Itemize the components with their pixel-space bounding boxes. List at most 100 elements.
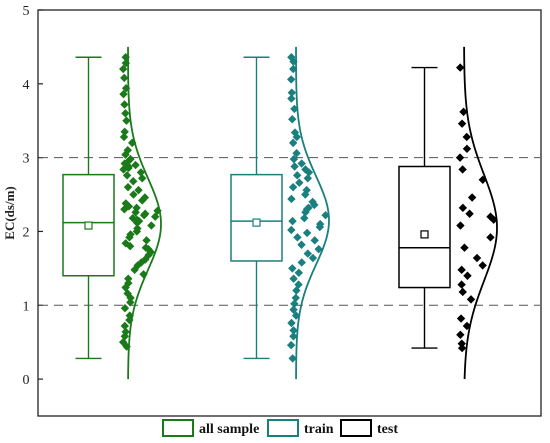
data-point	[478, 175, 487, 184]
data-point	[297, 159, 306, 168]
data-point	[466, 295, 476, 304]
data-point	[120, 205, 129, 214]
series-group	[62, 46, 162, 380]
y-tick-label: 0	[23, 373, 30, 388]
data-point	[290, 299, 299, 308]
data-point	[286, 75, 296, 84]
data-point	[289, 154, 299, 164]
data-point	[122, 116, 131, 125]
data-point	[121, 327, 130, 337]
data-point	[132, 227, 142, 236]
data-point	[462, 144, 472, 153]
y-tick-label: 1	[23, 299, 30, 314]
data-point	[289, 57, 298, 66]
data-point	[290, 162, 299, 171]
data-point	[302, 185, 311, 195]
data-point	[120, 332, 130, 341]
data-point	[462, 132, 471, 142]
data-point	[288, 354, 297, 363]
data-point	[293, 233, 302, 242]
data-point	[310, 236, 319, 245]
data-point	[308, 197, 317, 207]
data-point	[297, 240, 306, 249]
data-point	[119, 165, 128, 174]
data-point	[121, 150, 130, 159]
data-point	[126, 293, 135, 303]
data-point	[289, 274, 298, 283]
data-point	[121, 53, 130, 62]
data-point	[457, 265, 466, 275]
data-point	[289, 332, 298, 341]
data-point	[289, 64, 298, 74]
data-point	[287, 94, 296, 103]
data-point	[292, 286, 301, 295]
data-point	[292, 132, 301, 142]
data-point	[119, 89, 128, 99]
data-point	[119, 64, 128, 74]
y-tick-label: 3	[23, 152, 30, 167]
data-point	[136, 168, 146, 177]
data-point	[142, 236, 151, 245]
mean-marker	[84, 221, 93, 230]
data-point	[120, 304, 130, 313]
data-point	[132, 218, 142, 227]
y-tick-label: 2	[23, 225, 30, 240]
density-curve	[463, 46, 498, 380]
data-point	[457, 119, 467, 128]
data-point	[290, 128, 300, 137]
legend-label: all sample	[199, 422, 259, 437]
data-point	[315, 222, 325, 232]
data-point	[137, 174, 147, 183]
data-point	[304, 168, 314, 177]
data-point	[138, 196, 147, 205]
legend-swatch	[267, 419, 299, 437]
data-point	[291, 293, 300, 303]
data-point	[301, 190, 310, 199]
data-point	[139, 211, 149, 220]
data-point	[120, 321, 129, 331]
data-point	[294, 268, 304, 277]
data-point	[151, 212, 160, 221]
data-point	[456, 330, 465, 339]
data-point	[125, 242, 135, 251]
data-point	[287, 88, 297, 97]
mean-marker	[252, 218, 261, 227]
data-point	[131, 208, 140, 217]
data-point	[147, 221, 156, 230]
data-point	[456, 63, 465, 72]
data-point	[295, 178, 304, 187]
data-point	[455, 153, 465, 162]
data-point	[459, 107, 468, 117]
data-point	[302, 228, 312, 238]
data-point	[465, 209, 474, 218]
mean-marker	[420, 230, 429, 239]
data-point	[288, 115, 297, 124]
data-point	[460, 243, 469, 252]
data-point	[131, 160, 140, 170]
data-point	[124, 274, 133, 283]
data-point	[489, 215, 498, 224]
data-point	[120, 100, 129, 109]
data-point	[287, 225, 296, 235]
data-point	[314, 244, 323, 254]
data-point	[139, 270, 148, 279]
data-point	[288, 264, 297, 273]
data-point	[458, 165, 467, 174]
data-point	[308, 253, 318, 263]
data-point	[456, 314, 466, 323]
data-point	[457, 280, 466, 289]
data-point	[458, 287, 467, 297]
data-point	[288, 138, 298, 148]
iqr-box	[62, 173, 115, 277]
data-point	[478, 261, 487, 270]
data-point	[456, 221, 465, 230]
y-tick-label: 4	[23, 78, 30, 93]
data-point	[457, 343, 467, 353]
legend-label: train	[304, 422, 334, 437]
data-point	[467, 193, 477, 202]
data-point	[286, 340, 296, 350]
data-point	[128, 138, 137, 148]
data-point	[123, 146, 132, 155]
data-point	[289, 326, 298, 335]
data-point	[293, 171, 302, 180]
